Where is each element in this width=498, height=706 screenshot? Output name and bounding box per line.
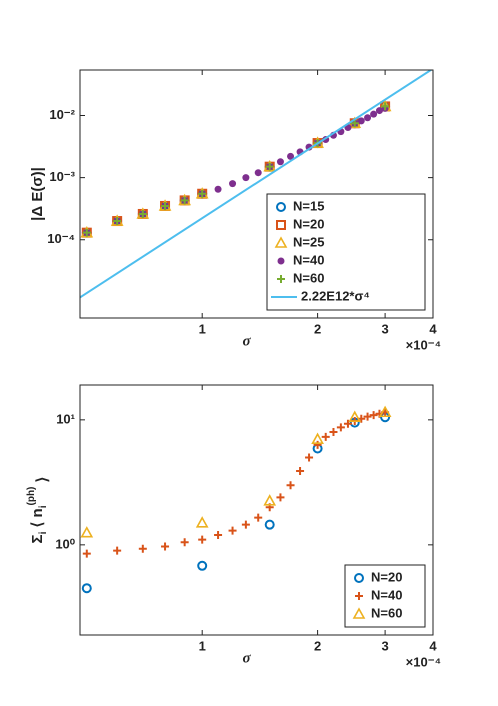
marker-triangle: [348, 410, 362, 422]
marker-plus: [296, 466, 305, 475]
marker-plus: [381, 102, 390, 111]
x-tick-label: 2: [314, 321, 321, 336]
marker-plus: [265, 162, 274, 171]
marker-dot: [276, 158, 284, 166]
x-label: σ: [242, 333, 251, 349]
y-label-part: (ph): [26, 487, 37, 506]
marker-triangle: [352, 607, 366, 619]
marker-plus: [355, 592, 363, 600]
y-tick-label: 10⁰: [55, 536, 75, 551]
marker-plus: [214, 530, 223, 539]
x-tick-label: 1: [199, 321, 206, 336]
marker-plus: [276, 493, 285, 502]
x-tick-label: 3: [381, 321, 388, 336]
marker-dot: [287, 152, 295, 160]
y-label: |Δ E(σ)|: [29, 167, 46, 221]
marker-circle: [81, 583, 92, 594]
marker-dot: [357, 117, 365, 125]
marker-plus: [350, 119, 359, 128]
legend-label: N=15: [293, 198, 324, 213]
x-label: σ: [242, 650, 251, 666]
marker-plus: [254, 513, 263, 522]
marker-dot: [277, 257, 285, 265]
marker-plus: [277, 275, 285, 283]
marker-plus: [305, 453, 314, 462]
marker-plus: [336, 423, 345, 432]
marker-plus: [113, 217, 122, 226]
marker-square: [276, 220, 286, 230]
axes-box: [79, 384, 434, 636]
legend-label: N=60: [293, 270, 324, 285]
marker-plus: [138, 544, 147, 553]
y-label: Σi ⟨ ni(ph) ⟩: [26, 477, 51, 544]
marker-plus: [286, 481, 295, 490]
marker-plus: [329, 427, 338, 436]
marker-dot: [214, 185, 222, 193]
marker-plus: [198, 535, 207, 544]
marker-plus: [180, 196, 189, 205]
marker-dot: [242, 174, 250, 182]
marker-plus: [198, 189, 207, 198]
legend-label: N=60: [371, 605, 402, 620]
legend-label: N=20: [293, 216, 324, 231]
marker-dot: [364, 114, 372, 122]
marker-plus: [321, 432, 330, 441]
marker-circle: [276, 202, 286, 212]
y-label-part: i: [38, 531, 49, 534]
marker-plus: [161, 542, 170, 551]
legend-label: N=20: [371, 569, 402, 584]
marker-plus: [138, 209, 147, 218]
marker-plus: [82, 228, 91, 237]
marker-triangle: [195, 516, 209, 528]
y-label-part: ⟩: [34, 477, 51, 487]
y-label-part: ⟨ n: [29, 508, 46, 531]
marker-dot: [254, 169, 262, 177]
marker-plus: [82, 549, 91, 558]
marker-triangle: [378, 405, 392, 418]
y-label-part: i: [38, 505, 49, 508]
data-layer: [80, 405, 392, 594]
marker-triangle: [311, 432, 324, 445]
y-label-part: Σ: [29, 534, 46, 543]
marker-plus: [343, 419, 352, 428]
marker-triangle: [80, 526, 94, 538]
marker-circle: [264, 519, 275, 530]
fit-line: [80, 70, 433, 299]
marker-dot: [370, 110, 378, 118]
marker-plus: [241, 520, 250, 529]
marker-plus: [161, 201, 170, 210]
marker-triangle: [274, 236, 288, 248]
y-tick-label: 10⁻²: [49, 107, 75, 122]
marker-plus: [180, 538, 189, 547]
legend-label: N=40: [371, 587, 402, 602]
data-layer: [80, 70, 433, 299]
legend-label: N=25: [293, 234, 324, 249]
y-tick-label: 10⁻⁴: [47, 231, 75, 246]
axes-box: [79, 69, 434, 319]
x-tick-label: 4: [429, 638, 437, 653]
x-tick-label: 2: [314, 638, 321, 653]
legend-label: N=40: [293, 252, 324, 267]
legend-label: 2.22E12*σ⁴: [301, 288, 370, 303]
marker-plus: [363, 412, 372, 421]
x-exponent: ×10⁻⁴: [406, 654, 441, 669]
marker-dot: [229, 180, 237, 188]
marker-dot: [375, 107, 383, 115]
x-tick-label: 4: [429, 321, 437, 336]
x-exponent: ×10⁻⁴: [406, 337, 441, 352]
y-tick-label: 10¹: [56, 411, 75, 426]
marker-plus: [113, 546, 122, 555]
x-tick-label: 3: [381, 638, 388, 653]
marker-circle: [354, 573, 364, 583]
marker-plus: [369, 411, 378, 420]
x-tick-label: 1: [199, 638, 206, 653]
marker-plus: [228, 526, 237, 535]
legend-box: [266, 193, 426, 311]
marker-triangle: [263, 494, 277, 506]
marker-circle: [197, 560, 208, 571]
y-tick-label: 10⁻³: [49, 169, 75, 184]
marker-plus: [313, 440, 322, 449]
